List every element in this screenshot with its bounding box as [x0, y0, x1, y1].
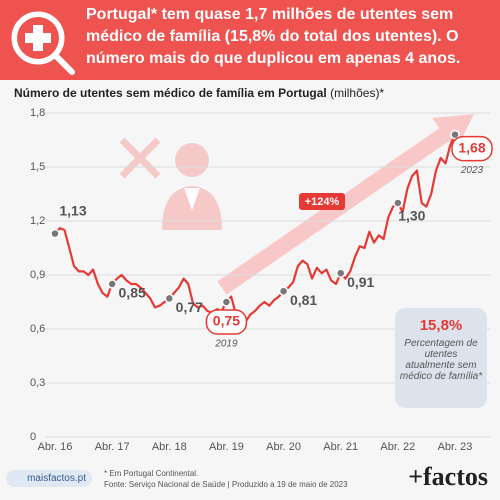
- growth-box: [299, 193, 345, 210]
- info-value: 15,8%: [419, 317, 463, 334]
- y-tick-label: 1,8: [30, 107, 45, 119]
- plot: 0 0,3 0,6 0,9 1,2 1,5 1,8 Abr. 16 Abr. 17 Abr. 18…: [30, 107, 493, 453]
- y-tick-label: 0,9: [30, 269, 45, 281]
- info-box: 15,8% Percentagem de utentes atualmente …: [395, 308, 487, 408]
- x-tick-label: Abr. 21: [323, 441, 358, 453]
- x-tick-label: Abr. 19: [209, 441, 244, 453]
- x-tick-label: Abr. 23: [438, 441, 473, 453]
- x-tick-label: Abr. 18: [152, 441, 187, 453]
- title: Portugal* tem quase 1,7 milhões de utent…: [86, 6, 461, 67]
- value-label: 0,85: [119, 285, 146, 301]
- x-tick-label: Abr. 20: [266, 441, 301, 453]
- year-label: 2023: [460, 165, 484, 176]
- value-label: 0,75: [213, 313, 240, 329]
- data-point: [107, 279, 117, 289]
- label-box: [451, 135, 493, 162]
- value-label: 1,13: [59, 202, 86, 218]
- source: Fonte: Serviço Nacional de Saúde | Produ…: [104, 480, 348, 489]
- trend-arrow: [217, 114, 474, 295]
- y-unit: (milhões)*: [330, 86, 384, 100]
- y-tick-label: 0,6: [30, 323, 45, 335]
- info-text: Percentagem de utentes atualmente sem mé…: [399, 338, 483, 382]
- value-label: 0,77: [176, 299, 203, 315]
- y-tick-label: 0,3: [30, 377, 45, 389]
- value-label: 1,30: [398, 208, 425, 224]
- growth-label: +124%: [305, 196, 340, 208]
- y-tick-label: 0: [30, 431, 36, 443]
- value-label: 1,68: [458, 139, 485, 155]
- data-point: [221, 297, 232, 307]
- data-point: [450, 129, 460, 140]
- y-tick-label: 1,2: [30, 215, 45, 227]
- header: [0, 0, 500, 80]
- data-point: [393, 198, 403, 208]
- footnote: * Em Portugal Continental. Fonte: Serviç…: [104, 468, 348, 490]
- x-tick-label: Abr. 17: [95, 441, 130, 453]
- data-point: [335, 268, 346, 278]
- chart-title: Número de utentes sem médico de família …: [14, 86, 384, 100]
- data-line: [54, 134, 457, 323]
- value-label: 0,91: [347, 274, 374, 290]
- year-label: 2019: [214, 339, 238, 350]
- data-point: [278, 286, 289, 296]
- x-tick-label: Abr. 16: [38, 441, 73, 453]
- icon: [54, 54, 75, 75]
- data-point: [50, 228, 60, 239]
- site-link[interactable]: maisfactos.pt: [6, 470, 92, 487]
- value-label: 0,81: [290, 292, 317, 308]
- note: * Em Portugal Continental.: [104, 469, 199, 478]
- label-box: [205, 309, 248, 335]
- icon: [25, 33, 51, 43]
- data-point: [164, 293, 175, 304]
- x-tick-label: Abr. 22: [380, 441, 415, 453]
- brand: +factos: [408, 462, 488, 491]
- doctor-icon: [119, 137, 222, 230]
- chart-title: Número de utentes sem médico de família …: [14, 86, 327, 100]
- y-tick-label: 1,5: [30, 161, 45, 173]
